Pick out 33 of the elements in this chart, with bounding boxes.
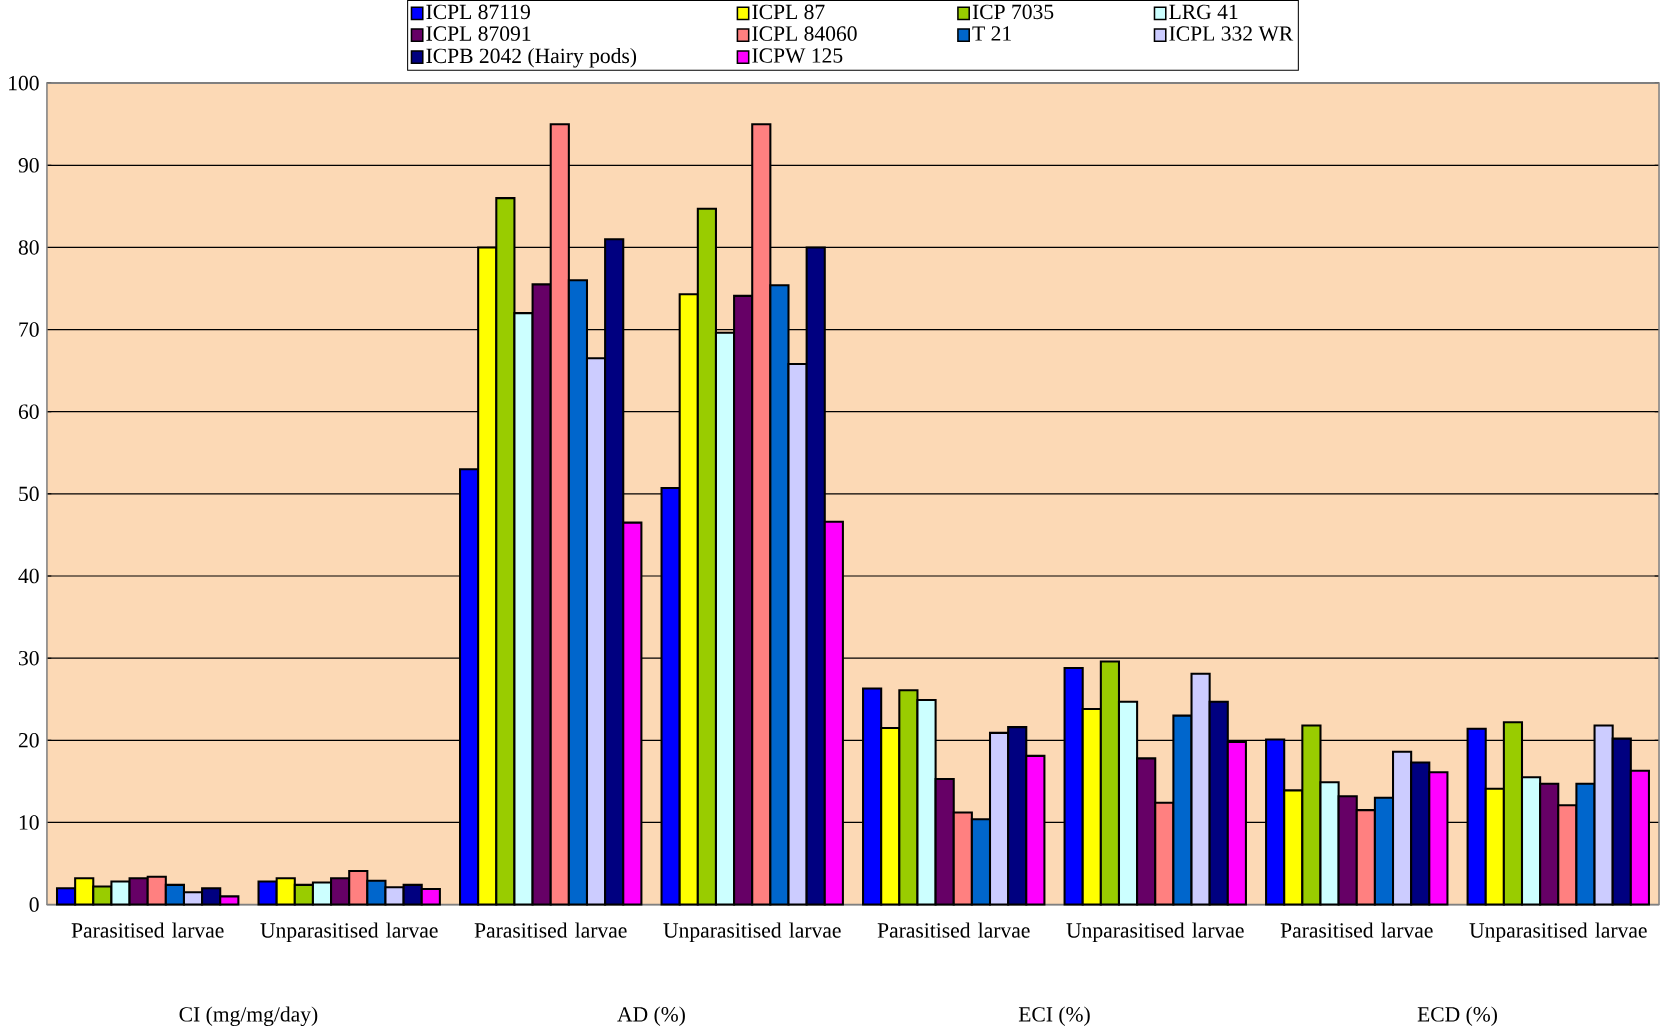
x-tick-label: Unparasitised larvae	[1469, 922, 1647, 942]
legend-label: ICP 7035	[972, 4, 1054, 20]
legend-label: T 21	[972, 26, 1011, 41]
legend-label: ICPL 87091	[426, 26, 531, 41]
y-tick-label: 30	[19, 650, 39, 666]
y-tick-label: 70	[19, 322, 39, 337]
legend-label: ICPL 87	[752, 4, 825, 20]
x-tick-label: Parasitised larvae	[474, 922, 627, 938]
legend-label: ICPL 84060	[752, 26, 857, 41]
y-tick-label: 90	[18, 157, 39, 173]
y-tick-label: 10	[19, 815, 39, 830]
x-tick-label: Unparasitised larvae	[1066, 922, 1244, 942]
text: ECI (%)	[1018, 1006, 1090, 1026]
y-tick-label: 60	[18, 404, 39, 419]
legend-label: ICPB 2042 (Hairy pods)	[426, 47, 637, 68]
y-tick-label: 20	[18, 732, 39, 748]
x-tick-label: Parasitised larvae	[877, 922, 1030, 938]
y-tick-label: 80	[18, 240, 39, 255]
x-tick-label: Unparasitised larvae	[663, 922, 841, 942]
legend-label: LRG 41	[1169, 4, 1238, 19]
y-tick-label: 40	[18, 568, 39, 584]
x-tick-label: Parasitised larvae	[71, 922, 224, 938]
y-tick-label: 100	[9, 75, 39, 91]
y-tick-label: 50	[19, 486, 39, 501]
text: ECD (%)	[1417, 1006, 1497, 1026]
y-tick-label: 0	[29, 897, 39, 912]
x-tick-label: Unparasitised larvae	[260, 922, 438, 942]
text: CI (mg/mg/day)	[179, 1006, 318, 1026]
text: AD (%)	[617, 1006, 685, 1026]
legend-label: ICPW 125	[752, 48, 843, 63]
x-tick-label: Parasitised larvae	[1280, 922, 1433, 938]
legend-label: ICPL 87119	[426, 4, 530, 20]
legend-label: ICPL 332 WR	[1169, 26, 1294, 41]
